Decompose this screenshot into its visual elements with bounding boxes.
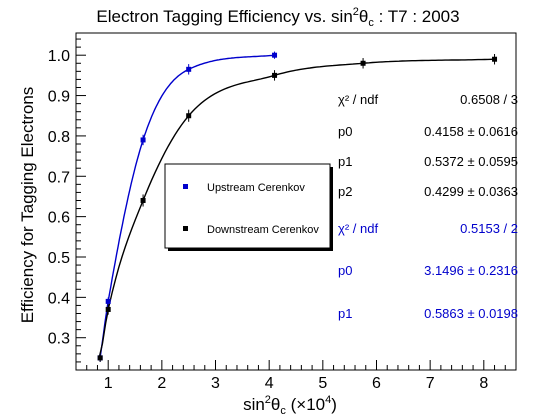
legend-label-downstream: Downstream Cerenkov bbox=[207, 224, 319, 236]
plot-frame bbox=[75, 32, 517, 371]
legend-label-upstream: Upstream Cerenkov bbox=[207, 182, 305, 194]
stat-label: p0 bbox=[338, 124, 352, 139]
stat-value: 0.4299 ± 0.0363 bbox=[424, 184, 518, 199]
x-tick-labels: 1 2 3 4 5 6 7 8 bbox=[104, 375, 489, 392]
stat-label: χ² / ndf bbox=[338, 221, 378, 236]
axis-ticks bbox=[76, 38, 517, 370]
stat-label: p0 bbox=[338, 263, 352, 278]
chart-title: Electron Tagging Efficiency vs. sin2θc :… bbox=[96, 6, 459, 29]
y-tick-label: 0.7 bbox=[48, 169, 70, 186]
y-tick-labels: 0.3 0.4 0.5 0.6 0.7 0.8 0.9 1.0 bbox=[48, 48, 70, 348]
stat-value: 0.5372 ± 0.0595 bbox=[424, 154, 518, 169]
stat-value: 0.4158 ± 0.0616 bbox=[424, 124, 518, 139]
stat-value: 3.1496 ± 0.2316 bbox=[424, 263, 518, 278]
fit-stats-downstream: χ² / ndf 0.6508 / 3 p0 0.4158 ± 0.0616 p… bbox=[338, 92, 518, 199]
y-tick-label: 0.4 bbox=[48, 290, 70, 307]
y-axis-label: Efficiency for Tagging Electrons bbox=[18, 87, 37, 324]
data-points bbox=[97, 51, 498, 362]
x-tick-label: 8 bbox=[479, 375, 488, 392]
data-point-downstream bbox=[272, 72, 278, 78]
fit-curve-downstream bbox=[98, 58, 495, 359]
y-tick-label: 0.9 bbox=[48, 89, 70, 106]
data-point-downstream bbox=[186, 113, 192, 119]
data-point-downstream bbox=[105, 306, 111, 312]
x-axis-label: sin2θc (×104) bbox=[243, 394, 337, 417]
data-point-downstream bbox=[360, 60, 366, 66]
stat-label: p1 bbox=[338, 154, 352, 169]
y-tick-label: 0.8 bbox=[48, 129, 70, 146]
data-point-upstream bbox=[105, 298, 111, 304]
x-tick-label: 3 bbox=[211, 375, 220, 392]
data-point-downstream bbox=[492, 56, 498, 62]
stat-label: χ² / ndf bbox=[338, 92, 378, 107]
x-tick-label: 4 bbox=[265, 375, 274, 392]
stat-value: 0.6508 / 3 bbox=[460, 92, 518, 107]
legend: Upstream Cerenkov Downstream Cerenkov bbox=[164, 163, 333, 251]
x-tick-label: 2 bbox=[157, 375, 166, 392]
x-tick-label: 7 bbox=[426, 375, 435, 392]
y-tick-label: 0.3 bbox=[48, 331, 70, 348]
stat-label: p1 bbox=[338, 306, 352, 321]
legend-box bbox=[164, 163, 331, 249]
data-point-downstream bbox=[97, 355, 103, 361]
x-tick-label: 1 bbox=[104, 375, 113, 392]
stat-label: p2 bbox=[338, 184, 352, 199]
y-tick-label: 1.0 bbox=[48, 48, 70, 65]
data-point-upstream bbox=[272, 52, 278, 58]
data-point-downstream bbox=[140, 197, 146, 203]
y-tick-label: 0.5 bbox=[48, 250, 70, 267]
legend-marker-downstream bbox=[183, 226, 188, 231]
stat-value: 0.5153 / 2 bbox=[460, 221, 518, 236]
data-point-upstream bbox=[186, 66, 192, 72]
x-tick-label: 5 bbox=[318, 375, 327, 392]
data-point-upstream bbox=[140, 137, 146, 143]
y-tick-label: 0.6 bbox=[48, 210, 70, 227]
stat-value: 0.5863 ± 0.0198 bbox=[424, 306, 518, 321]
fit-stats-upstream: χ² / ndf 0.5153 / 2 p0 3.1496 ± 0.2316 p… bbox=[338, 221, 518, 321]
x-tick-label: 6 bbox=[372, 375, 381, 392]
legend-marker-upstream bbox=[183, 184, 188, 189]
